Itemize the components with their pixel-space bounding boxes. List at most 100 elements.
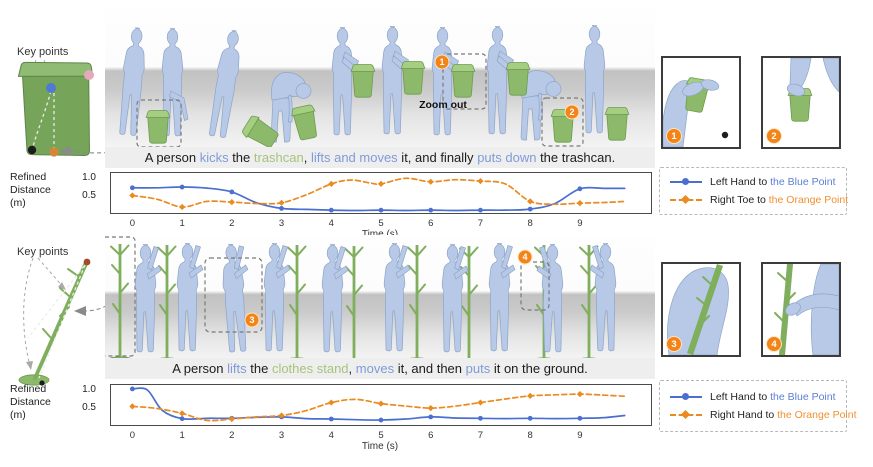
legend-line-sample (670, 392, 702, 402)
plot-area (110, 172, 652, 214)
caption-trashcan: A person kicks the trashcan, lifts and m… (105, 147, 655, 168)
caption-word: A person (172, 361, 228, 376)
badge-4-icon: 4 (517, 249, 533, 265)
caption-word: clothes stand (271, 361, 349, 376)
black-keypoint-dot (39, 380, 45, 386)
caption-word: it, and then (394, 361, 466, 376)
legend-label: Left Hand to the Blue Point (710, 176, 836, 188)
svg-text:2: 2 (569, 107, 574, 117)
caption-stand: A person lifts the clothes stand, moves … (105, 358, 655, 379)
svg-text:4: 4 (522, 252, 527, 262)
caption-word: the trashcan. (536, 150, 616, 165)
x-tick-label: 8 (528, 430, 533, 441)
zoom-inset-4-image (774, 263, 840, 356)
key-points-label-top: Key points (17, 46, 69, 58)
x-tick-label: 5 (378, 218, 383, 229)
motion-sequence-trashcan-scene: 1 2 Zoom out (117, 25, 630, 152)
svg-text:3: 3 (249, 315, 254, 325)
x-tick-label: 9 (577, 218, 582, 229)
badge-1-icon: 1 (666, 128, 682, 144)
legend-row: Left Hand to the Blue Point (670, 391, 836, 403)
y-axis-label-bottom: Refined Distance (m) (10, 383, 51, 421)
x-axis-label-top: Time (s) (105, 229, 655, 240)
badge-3-icon: 3 (666, 336, 682, 352)
motion-sequence-stand-scene: 3 4 (100, 236, 655, 371)
x-tick-label: 1 (179, 430, 184, 441)
x-tick-label: 3 (279, 218, 284, 229)
x-tick-label: 9 (577, 430, 582, 441)
y-tick-1-top: 1.0 (82, 172, 96, 183)
legend-marker-icon (680, 194, 691, 204)
caption-word: kicks (199, 150, 229, 165)
legend-marker-icon (682, 177, 689, 185)
key-points-label-bottom: Key points (17, 246, 69, 258)
x-tick-label: 6 (428, 430, 433, 441)
legend-label: Right Hand to the Orange Point (710, 409, 857, 421)
caption-word: moves (355, 361, 395, 376)
y-axis-label-top: Refined Distance (m) (10, 171, 51, 209)
caption-word: puts (465, 361, 491, 376)
badge-3-icon: 3 (244, 312, 260, 328)
caption-word: it on the ground. (490, 361, 588, 376)
legend-line-sample (670, 177, 702, 187)
motion-sequence-stand: 3 4 (100, 235, 655, 371)
caption-word: lifts and moves (310, 150, 398, 165)
legend-stand: Left Hand to the Blue Point Right Hand to… (659, 380, 857, 432)
caption-word: , (303, 150, 311, 165)
caption-word: , (348, 361, 356, 376)
chart-series-0 (129, 184, 626, 213)
zoom-inset-4: 4 (761, 262, 841, 357)
caption-word: A person (144, 150, 200, 165)
x-tick-label: 5 (378, 430, 383, 441)
caption-word: lifts (227, 361, 247, 376)
y-tick-05-top: 0.5 (82, 190, 96, 201)
x-tick-label: 6 (428, 218, 433, 229)
x-tick-label: 0 (130, 430, 135, 441)
black-keypoint-dot (27, 145, 37, 155)
distance-chart-trashcan: 0 1 2 3 4 5 6 7 8 9 (110, 172, 652, 229)
caption-word: the (228, 150, 254, 165)
x-tick-label: 1 (179, 218, 184, 229)
zoom-inset-2-image (786, 57, 840, 122)
legend-row: Left Hand to the Blue Point (670, 176, 836, 188)
x-tick-label: 3 (279, 430, 284, 441)
legend-row: Right Hand to the Orange Point (670, 409, 857, 421)
x-axis-label-bottom: Time (s) (361, 441, 399, 452)
red-keypoint-dot (83, 258, 91, 266)
x-tick-label: 2 (229, 218, 234, 229)
caption-word: the (246, 361, 272, 376)
key-points-trashcan-image (17, 59, 94, 157)
zoom-inset-3-image (667, 264, 729, 356)
y-tick-05-bottom: 0.5 (82, 402, 96, 413)
x-tick-label: 0 (130, 218, 135, 229)
zoom-inset-2: 2 (761, 56, 841, 149)
x-tick-label: 8 (528, 218, 533, 229)
zoom-inset-3: 3 (661, 262, 741, 357)
legend-row: Right Toe to the Orange Point (670, 194, 848, 206)
trashcan-render (17, 61, 94, 157)
zoom-out-label: Zoom out (419, 99, 467, 111)
badge-2-icon: 2 (766, 128, 782, 144)
legend-label: Left Hand to the Blue Point (710, 391, 836, 403)
badge-4-icon: 4 (766, 336, 782, 352)
motion-sequence-trashcan: 1 2 Zoom out (105, 8, 655, 152)
badge-1-icon: 1 (434, 54, 450, 70)
y-tick-1-bottom: 1.0 (82, 384, 96, 395)
x-tick-label: 4 (329, 430, 334, 441)
blue-keypoint-dot (46, 83, 56, 93)
x-tick-label: 4 (329, 218, 334, 229)
orange-keypoint-dot (49, 147, 59, 157)
legend-line-sample (670, 194, 702, 205)
key-points-stand-image (18, 257, 91, 386)
caption-word: it, and finally (397, 150, 478, 165)
x-tick-label: 7 (478, 218, 483, 229)
caption-word: trashcan (253, 150, 304, 165)
caption-word: puts down (477, 150, 537, 165)
legend-label: Right Toe to the Orange Point (710, 194, 849, 206)
pink-keypoint-dot (84, 70, 94, 80)
x-tick-label: 7 (478, 430, 483, 441)
zoom-inset-1: 1 (661, 56, 741, 149)
legend-trashcan: Left Hand to the Blue Point Right Toe to … (659, 167, 848, 215)
legend-line-sample (670, 409, 702, 420)
